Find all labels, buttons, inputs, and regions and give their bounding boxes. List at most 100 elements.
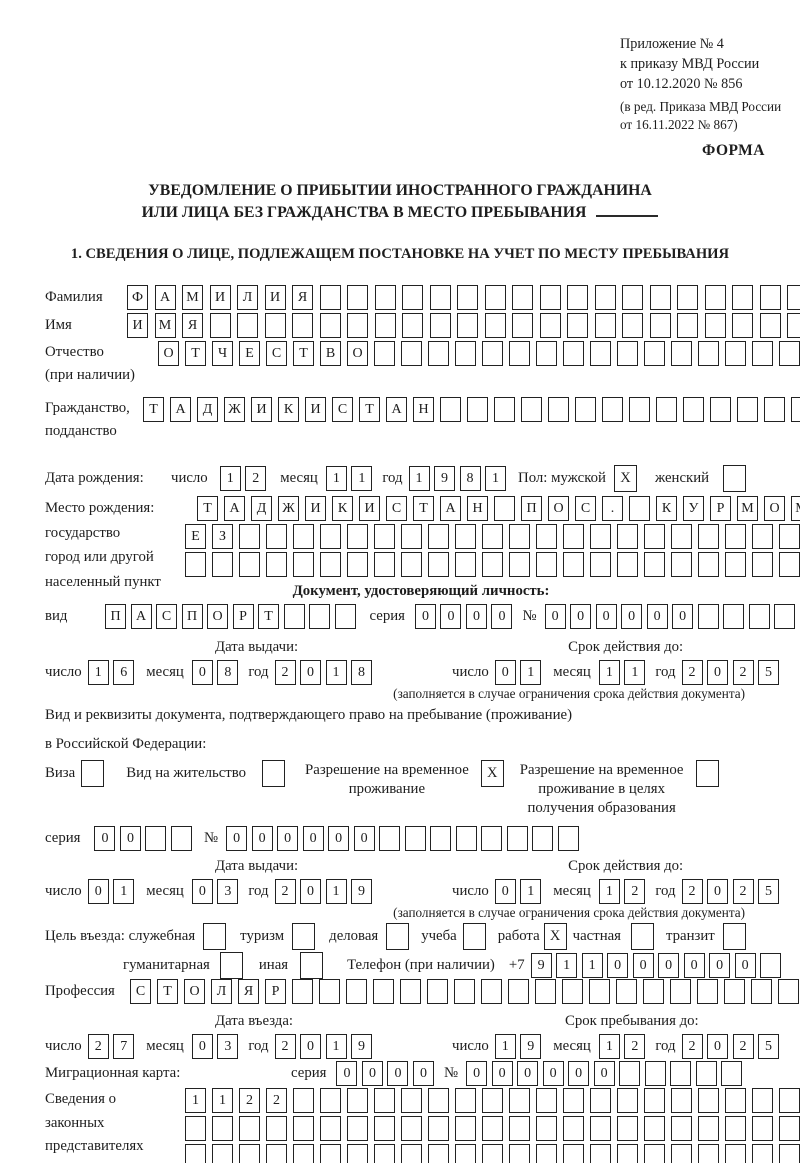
char-box[interactable]: О — [184, 979, 205, 1004]
char-box[interactable]: С — [386, 496, 407, 521]
char-box[interactable] — [629, 397, 650, 422]
char-box[interactable]: О — [158, 341, 179, 366]
char-box[interactable]: 3 — [217, 879, 239, 904]
char-box[interactable] — [590, 552, 611, 577]
char-box[interactable] — [617, 1088, 638, 1113]
char-box[interactable] — [616, 979, 637, 1004]
char-box[interactable]: 9 — [351, 1034, 373, 1059]
purpose-humanitarian-checkbox[interactable] — [219, 952, 243, 979]
char-box[interactable] — [778, 979, 799, 1004]
char-box[interactable] — [644, 552, 665, 577]
char-box[interactable]: 0 — [412, 1061, 434, 1086]
char-box[interactable] — [764, 397, 785, 422]
char-box[interactable] — [779, 524, 800, 549]
char-box[interactable]: 0 — [707, 1034, 729, 1059]
char-box[interactable]: 0 — [595, 604, 617, 629]
char-box[interactable]: 0 — [328, 826, 350, 851]
char-box[interactable]: 2 — [266, 1088, 287, 1113]
char-box[interactable] — [401, 552, 422, 577]
char-box[interactable]: 1 — [325, 879, 347, 904]
char-box[interactable] — [266, 1144, 287, 1163]
char-box[interactable] — [455, 1144, 476, 1163]
char-box[interactable]: 2 — [274, 1034, 296, 1059]
char-box[interactable]: 0 — [465, 604, 487, 629]
char-box[interactable]: Д — [197, 397, 218, 422]
char-box[interactable]: 3 — [217, 1034, 239, 1059]
char-box[interactable]: С — [156, 604, 177, 629]
char-box[interactable] — [512, 313, 533, 338]
char-box[interactable] — [319, 979, 340, 1004]
char-box[interactable] — [779, 341, 800, 366]
char-box[interactable] — [309, 604, 330, 629]
char-box[interactable] — [536, 1088, 557, 1113]
char-box[interactable] — [557, 826, 579, 851]
purpose-transit-checkbox[interactable] — [722, 923, 746, 950]
study-residence-checkbox[interactable] — [695, 760, 719, 787]
char-box[interactable] — [509, 552, 530, 577]
char-box[interactable] — [602, 397, 623, 422]
char-box[interactable] — [482, 552, 503, 577]
purpose-other-checkbox[interactable] — [300, 952, 324, 979]
char-box[interactable] — [427, 979, 448, 1004]
char-box[interactable] — [484, 313, 506, 338]
char-box[interactable] — [293, 1088, 314, 1113]
char-box[interactable] — [379, 826, 401, 851]
char-box[interactable] — [455, 524, 476, 549]
temporary-residence-checkbox[interactable]: X — [480, 760, 504, 787]
char-box[interactable]: 0 — [646, 604, 668, 629]
char-box[interactable]: И — [305, 397, 326, 422]
char-box[interactable] — [670, 979, 691, 1004]
char-box[interactable]: 8 — [459, 466, 481, 491]
char-box[interactable]: 2 — [274, 660, 296, 685]
char-box[interactable]: 0 — [593, 1061, 615, 1086]
char-box[interactable] — [334, 604, 356, 629]
char-box[interactable] — [698, 552, 719, 577]
char-box[interactable] — [539, 285, 561, 310]
char-box[interactable] — [698, 524, 719, 549]
char-box[interactable] — [428, 1088, 449, 1113]
char-box[interactable]: О — [548, 496, 569, 521]
char-box[interactable] — [594, 313, 616, 338]
char-box[interactable] — [563, 341, 584, 366]
char-box[interactable] — [374, 1144, 395, 1163]
char-box[interactable]: 0 — [191, 879, 213, 904]
char-box[interactable] — [698, 1088, 719, 1113]
char-box[interactable]: К — [332, 496, 353, 521]
char-box[interactable] — [481, 979, 502, 1004]
char-box[interactable]: 1 — [219, 466, 241, 491]
char-box[interactable]: Н — [467, 496, 488, 521]
char-box[interactable] — [590, 1116, 611, 1141]
char-box[interactable] — [266, 1116, 287, 1141]
char-box[interactable]: Ж — [224, 397, 245, 422]
char-box[interactable] — [590, 524, 611, 549]
char-box[interactable] — [374, 341, 395, 366]
char-box[interactable] — [725, 552, 746, 577]
char-box[interactable] — [347, 285, 368, 310]
char-box[interactable] — [237, 313, 258, 338]
char-box[interactable]: С — [332, 397, 353, 422]
char-box[interactable]: 0 — [226, 826, 248, 851]
char-box[interactable] — [644, 524, 665, 549]
char-box[interactable] — [752, 552, 773, 577]
char-box[interactable] — [590, 1088, 611, 1113]
char-box[interactable]: О — [207, 604, 228, 629]
char-box[interactable] — [732, 313, 753, 338]
char-box[interactable]: 1 — [325, 660, 347, 685]
char-box[interactable] — [320, 1088, 341, 1113]
char-box[interactable]: Д — [251, 496, 272, 521]
char-box[interactable] — [430, 826, 452, 851]
char-box[interactable]: И — [127, 313, 148, 338]
char-box[interactable] — [293, 524, 314, 549]
char-box[interactable]: 1 — [351, 466, 373, 491]
char-box[interactable]: 2 — [624, 1034, 646, 1059]
char-box[interactable]: 9 — [530, 953, 552, 978]
char-box[interactable]: Р — [265, 979, 286, 1004]
char-box[interactable]: 1 — [408, 466, 430, 491]
char-box[interactable] — [481, 826, 503, 851]
char-box[interactable]: 0 — [277, 826, 299, 851]
char-box[interactable] — [266, 552, 287, 577]
char-box[interactable]: Е — [185, 524, 206, 549]
char-box[interactable] — [617, 1116, 638, 1141]
char-box[interactable] — [656, 397, 677, 422]
char-box[interactable]: 0 — [191, 660, 213, 685]
